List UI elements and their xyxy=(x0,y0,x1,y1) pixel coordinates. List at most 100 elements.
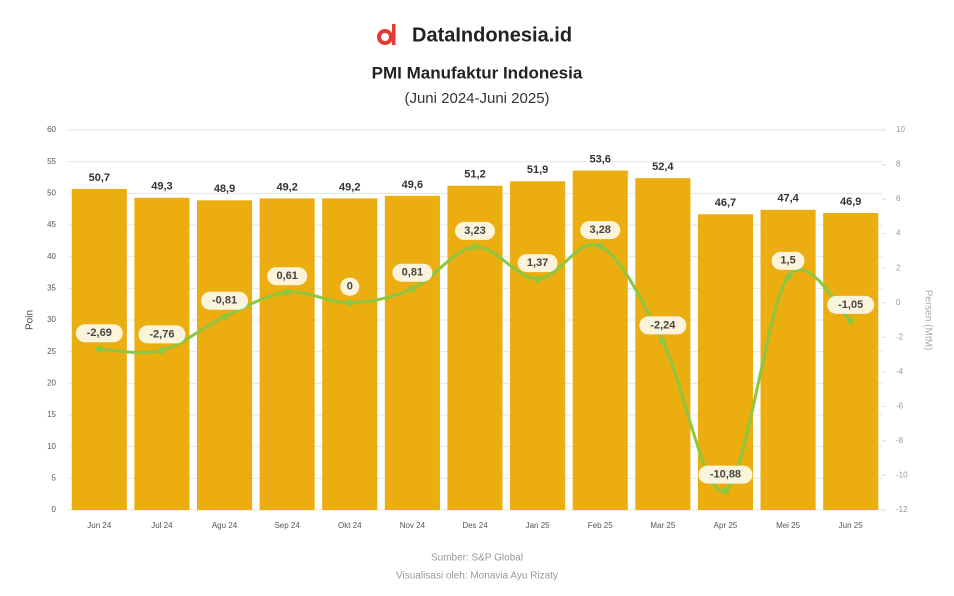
y-tick-label: 15 xyxy=(47,410,56,419)
line-point xyxy=(596,242,604,250)
x-tick-label: Jun 25 xyxy=(839,521,864,530)
x-tick-label: Jun 24 xyxy=(87,521,112,530)
x-tick-label: Feb 25 xyxy=(588,521,613,530)
logo xyxy=(377,24,396,45)
line-label-box xyxy=(580,221,621,240)
y2-tick-label: -6 xyxy=(896,401,904,410)
y2-tick-label: -12 xyxy=(896,505,908,514)
line-label-box xyxy=(340,277,360,296)
line-point xyxy=(534,275,542,283)
line-value-label: -10,88 xyxy=(710,469,741,481)
line-label-box xyxy=(138,325,186,344)
bar-value-label: 49,2 xyxy=(276,181,297,193)
bar xyxy=(697,214,754,510)
bar-value-label: 50,7 xyxy=(89,172,110,184)
x-tick-label: Nov 24 xyxy=(400,521,426,530)
chart-subtitle: (Juni 2024-Juni 2025) xyxy=(404,90,549,107)
bar xyxy=(510,181,566,511)
x-tick-label: Sep 24 xyxy=(274,521,300,530)
y2-tick-label: -2 xyxy=(896,332,904,341)
bar xyxy=(259,198,315,510)
line-point xyxy=(95,345,103,353)
bar-value-label: 48,9 xyxy=(214,183,235,195)
bar-value-label: 51,9 xyxy=(527,164,548,176)
line-value-label: -2,69 xyxy=(87,327,112,339)
brand: DataIndonesia.id xyxy=(412,24,572,46)
x-tick-label: Agu 24 xyxy=(212,521,238,530)
line-point xyxy=(346,299,354,307)
logo-icon-hole xyxy=(381,33,389,41)
line-label-box xyxy=(698,465,753,484)
y2-tick-label: -10 xyxy=(896,471,908,480)
line-value-label: 1,37 xyxy=(527,257,548,269)
bar xyxy=(823,212,879,510)
line-label-box xyxy=(517,254,558,273)
logo-stem xyxy=(392,24,396,45)
y-tick-label: 45 xyxy=(47,220,56,229)
y-tick-label: 25 xyxy=(47,347,56,356)
y2-tick-label: 4 xyxy=(896,229,901,238)
line-value-label: 0 xyxy=(347,281,353,293)
x-tick-label: Mar 25 xyxy=(650,521,675,530)
line-value-label: 3,28 xyxy=(590,224,611,236)
y-tick-label: 10 xyxy=(47,442,56,451)
y-tick-label: 5 xyxy=(52,473,57,482)
y-tick-label: 30 xyxy=(47,315,56,324)
y2-axis-label: Persen (MtM) xyxy=(922,290,933,351)
line-label-box xyxy=(75,324,123,343)
line-label-box xyxy=(771,251,805,270)
bar-value-label: 46,9 xyxy=(840,196,861,208)
line-point xyxy=(721,487,729,495)
x-tick-label: Jan 25 xyxy=(526,521,551,530)
line-value-label: 3,23 xyxy=(464,225,485,237)
bar-value-label: 47,4 xyxy=(777,193,799,205)
line-point xyxy=(659,337,667,345)
source: Sumber: S&P Global xyxy=(431,553,523,564)
y-tick-label: 0 xyxy=(52,505,57,514)
x-tick-label: Mei 25 xyxy=(776,521,801,530)
line-value-label: -2,24 xyxy=(650,319,676,331)
line-point xyxy=(784,273,792,281)
line-value-label: -2,76 xyxy=(149,328,174,340)
line-label-box xyxy=(267,267,308,286)
y2-tick-label: 8 xyxy=(896,160,901,169)
y2-tick-label: -8 xyxy=(896,436,904,445)
line-value-label: -0,81 xyxy=(212,295,237,307)
bar-value-label: 49,6 xyxy=(402,179,423,191)
y2-tick-label: 0 xyxy=(896,298,901,307)
line-point xyxy=(158,346,166,354)
line-label-box xyxy=(392,263,433,282)
bar xyxy=(384,195,440,510)
y-tick-label: 40 xyxy=(47,252,56,261)
line-point xyxy=(471,243,479,251)
y2-tick-label: -4 xyxy=(896,367,904,376)
x-tick-label: Okt 24 xyxy=(338,521,362,530)
bar-value-label: 46,7 xyxy=(715,197,736,209)
line-label-box xyxy=(455,221,495,240)
bar-value-label: 49,2 xyxy=(339,181,360,193)
bar-value-label: 49,3 xyxy=(151,181,172,193)
line-label-box xyxy=(827,295,875,314)
bar xyxy=(196,200,253,511)
bar-value-label: 51,2 xyxy=(464,169,485,181)
y-tick-label: 20 xyxy=(47,378,56,387)
x-tick-label: Jul 24 xyxy=(151,521,173,530)
line-value-label: 1,5 xyxy=(780,255,795,267)
credit: Visualisasi oleh: Monavia Ayu Rizaty xyxy=(396,571,558,582)
line-label-box xyxy=(201,291,249,310)
y-tick-label: 60 xyxy=(47,125,56,134)
x-tick-label: Apr 25 xyxy=(714,521,738,530)
y-tick-label: 50 xyxy=(47,188,56,197)
y-axis-label: Poin xyxy=(25,310,36,330)
line-point xyxy=(408,285,416,293)
bar-value-label: 52,4 xyxy=(652,161,674,173)
y2-tick-label: 10 xyxy=(896,125,905,134)
chart-title: PMI Manufaktur Indonesia xyxy=(372,63,583,82)
line-value-label: 0,61 xyxy=(276,270,297,282)
bar-value-label: 53,6 xyxy=(590,153,611,165)
line-point xyxy=(847,317,855,325)
y-tick-label: 35 xyxy=(47,283,56,292)
y2-tick-label: 2 xyxy=(896,263,901,272)
y-tick-label: 55 xyxy=(47,157,56,166)
